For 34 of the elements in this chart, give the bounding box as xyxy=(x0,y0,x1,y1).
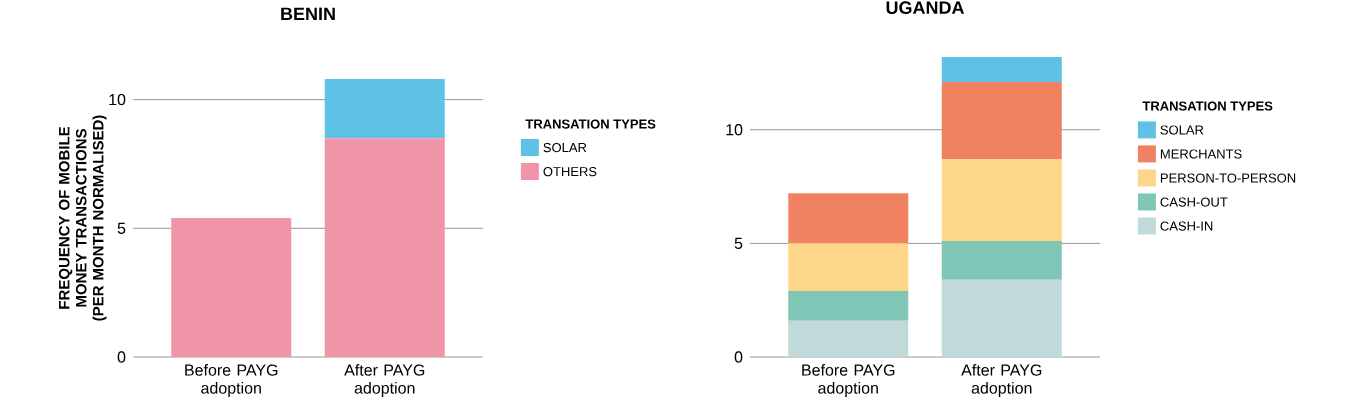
legend-label: SOLAR xyxy=(543,142,587,153)
bar xyxy=(324,79,445,139)
legend-label: MERCHANTS xyxy=(1160,149,1242,159)
bar xyxy=(788,243,909,292)
bar xyxy=(941,279,1062,357)
chart-title: BENIN xyxy=(281,7,335,20)
y-tick-label: 10 xyxy=(109,93,126,106)
bar xyxy=(941,159,1062,242)
bar xyxy=(788,193,909,244)
y-tick-label: 10 xyxy=(726,124,743,136)
y-tick-label: 5 xyxy=(734,237,743,249)
x-tick-label: Before PAYG adoption xyxy=(802,364,895,397)
y-tick-label: 0 xyxy=(117,351,126,363)
legend-title: TRANSATION TYPES xyxy=(525,119,656,129)
x-tick-label: Before PAYG adoption xyxy=(185,364,278,397)
legend-title: TRANSATION TYPES xyxy=(1142,101,1273,111)
legend-label: PERSON-TO-PERSON xyxy=(1160,173,1296,183)
legend-label: OTHERS xyxy=(543,167,597,177)
y-axis-title: FREQUENCY OF MOBILE MONEY TRANSACTIONS (PER MONTH NORMALISED) xyxy=(58,115,107,321)
legend-label: SOLAR xyxy=(1160,125,1204,135)
x-tick-label: After PAYG adoption xyxy=(344,364,425,397)
bar xyxy=(788,291,909,321)
legend-label: CASH-IN xyxy=(1160,221,1213,231)
bar xyxy=(941,82,1062,160)
y-tick-label: 5 xyxy=(117,222,126,234)
chart-title: UGANDA xyxy=(886,1,965,15)
bar xyxy=(941,57,1062,82)
y-tick-label: 0 xyxy=(734,351,743,363)
bar xyxy=(941,241,1062,280)
bar xyxy=(171,218,292,357)
legend-label: CASH-OUT xyxy=(1160,197,1228,207)
x-tick-label: After PAYG adoption xyxy=(961,364,1042,397)
bar xyxy=(788,320,909,357)
bar xyxy=(324,138,445,357)
